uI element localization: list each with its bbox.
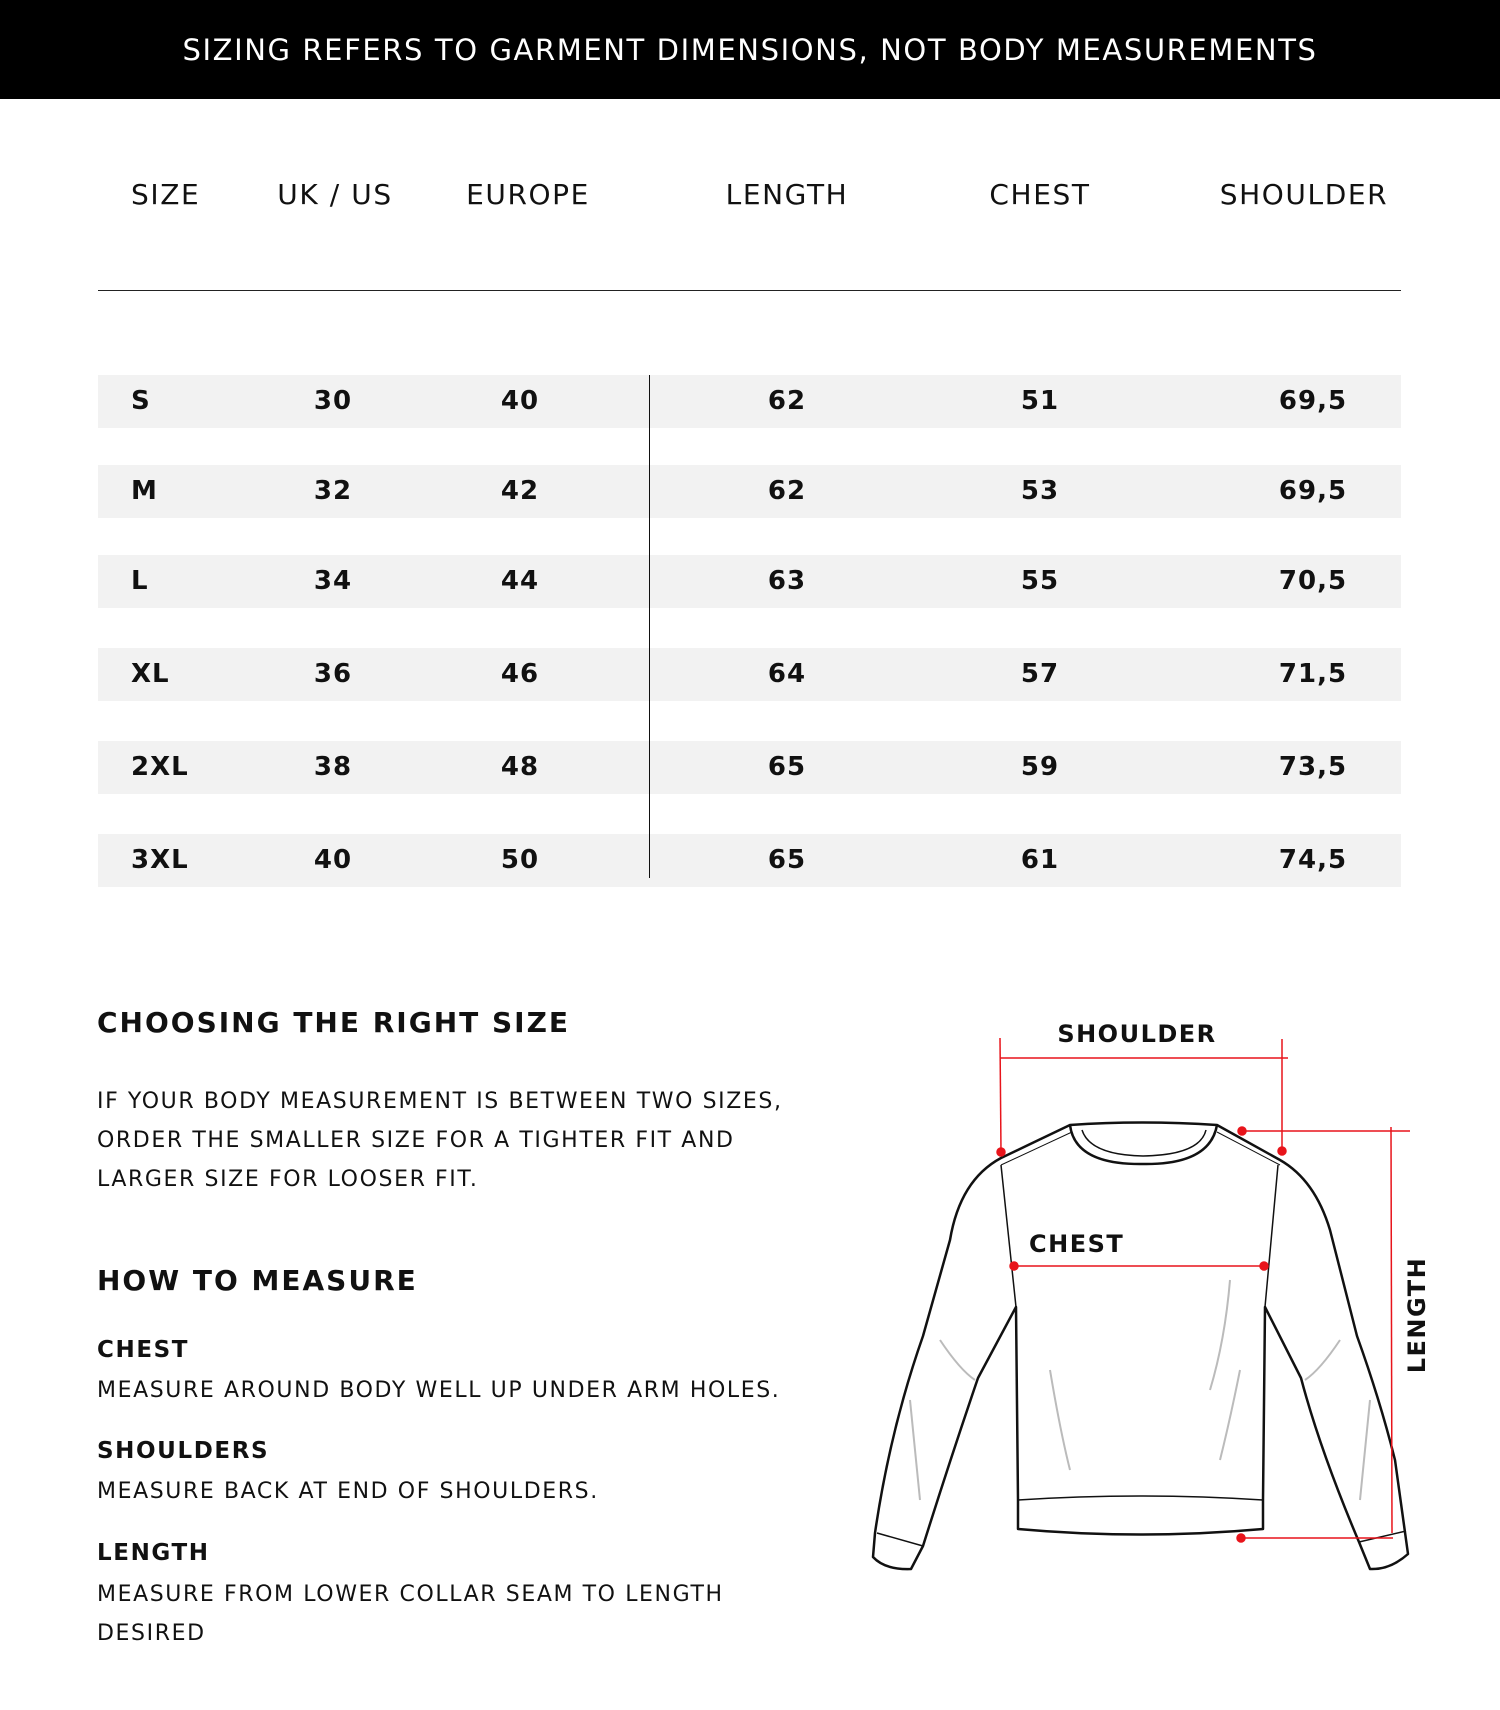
table-cell: M xyxy=(131,476,158,506)
sweatshirt-outline xyxy=(871,1121,1410,1571)
table-cell: 51 xyxy=(1020,386,1060,416)
table-cell: 36 xyxy=(313,659,353,689)
shoulders-desc: MEASURE BACK AT END OF SHOULDERS. xyxy=(97,1479,599,1504)
table-cell: 71,5 xyxy=(1278,659,1348,689)
text-line: IF YOUR BODY MEASUREMENT IS BETWEEN TWO … xyxy=(97,1089,783,1114)
table-row: 2XL 38 48 65 59 73,5 xyxy=(98,741,1401,794)
table-row: S 30 40 62 51 69,5 xyxy=(98,375,1401,428)
length-label: LENGTH xyxy=(97,1540,210,1566)
table-cell: 74,5 xyxy=(1278,845,1348,875)
table-cell: 55 xyxy=(1020,566,1060,596)
length-diagram-label: LENGTH xyxy=(1403,1257,1431,1374)
choosing-title: CHOOSING THE RIGHT SIZE xyxy=(97,1006,570,1039)
sweatshirt-diagram: SHOULDER CHEST LENGTH xyxy=(871,1020,1431,1571)
table-cell: 53 xyxy=(1020,476,1060,506)
column-header: UK / US xyxy=(277,178,393,211)
length-line xyxy=(1390,1126,1393,1534)
table-cell: 69,5 xyxy=(1278,386,1348,416)
sizing-banner: SIZING REFERS TO GARMENT DIMENSIONS, NOT… xyxy=(0,0,1500,99)
table-cell: 62 xyxy=(767,386,807,416)
measure-lines xyxy=(996,1037,1410,1543)
shoulder-left-dot xyxy=(996,1147,1006,1157)
header-divider xyxy=(98,290,1401,291)
shoulders-label: SHOULDERS xyxy=(97,1438,270,1464)
chest-desc: MEASURE AROUND BODY WELL UP UNDER ARM HO… xyxy=(97,1378,781,1403)
column-header: SHOULDER xyxy=(1219,178,1389,211)
table-cell: 65 xyxy=(767,845,807,875)
table-cell: 44 xyxy=(500,566,540,596)
table-cell: 61 xyxy=(1020,845,1060,875)
table-cell: 42 xyxy=(500,476,540,506)
shoulder-diagram-label: SHOULDER xyxy=(1057,1020,1216,1048)
table-cell: 73,5 xyxy=(1278,752,1348,782)
table-cell: 30 xyxy=(313,386,353,416)
table-row: M 32 42 62 53 69,5 xyxy=(98,465,1401,518)
table-cell: XL xyxy=(131,659,170,689)
chest-right-dot xyxy=(1259,1261,1269,1271)
table-cell: 32 xyxy=(313,476,353,506)
table-cell: L xyxy=(131,566,149,596)
table-cell: 40 xyxy=(313,845,353,875)
column-header: LENGTH xyxy=(725,178,849,211)
table-cell: 64 xyxy=(767,659,807,689)
choosing-text: IF YOUR BODY MEASUREMENT IS BETWEEN TWO … xyxy=(97,1082,783,1199)
table-cell: 3XL xyxy=(131,845,189,875)
table-cell: 59 xyxy=(1020,752,1060,782)
table-cell: 2XL xyxy=(131,752,189,782)
table-cell: 70,5 xyxy=(1278,566,1348,596)
table-cell: 48 xyxy=(500,752,540,782)
column-header: EUROPE xyxy=(466,178,590,211)
shoulder-left-guide xyxy=(999,1037,1002,1153)
table-cell: 46 xyxy=(500,659,540,689)
table-cell: 34 xyxy=(313,566,353,596)
text-line: DESIRED xyxy=(97,1621,206,1646)
column-header: CHEST xyxy=(989,178,1091,211)
chest-diagram-label: CHEST xyxy=(1029,1230,1124,1258)
length-desc: MEASURE FROM LOWER COLLAR SEAM TO LENGTH… xyxy=(97,1575,724,1653)
table-cell: 40 xyxy=(500,386,540,416)
table-row: 3XL 40 50 65 61 74,5 xyxy=(98,834,1401,887)
text-line: MEASURE FROM LOWER COLLAR SEAM TO LENGTH xyxy=(97,1582,724,1607)
table-cell: 69,5 xyxy=(1278,476,1348,506)
chest-left-dot xyxy=(1009,1261,1019,1271)
length-top-dot xyxy=(1237,1126,1247,1136)
table-cell: 50 xyxy=(500,845,540,875)
column-header: SIZE xyxy=(131,178,201,211)
table-cell: 65 xyxy=(767,752,807,782)
measure-title: HOW TO MEASURE xyxy=(97,1264,418,1297)
table-cell: S xyxy=(131,386,151,416)
table-row: L 34 44 63 55 70,5 xyxy=(98,555,1401,608)
table-cell: 62 xyxy=(767,476,807,506)
chest-label: CHEST xyxy=(97,1337,190,1363)
table-cell: 57 xyxy=(1020,659,1060,689)
table-row: XL 36 46 64 57 71,5 xyxy=(98,648,1401,701)
text-line: ORDER THE SMALLER SIZE FOR A TIGHTER FIT… xyxy=(97,1128,735,1153)
column-divider xyxy=(649,375,650,878)
length-bottom-dot xyxy=(1236,1533,1246,1543)
fabric-folds xyxy=(909,1279,1371,1501)
text-line: LARGER SIZE FOR LOOSER FIT. xyxy=(97,1167,479,1192)
table-cell: 38 xyxy=(313,752,353,782)
shoulder-right-dot xyxy=(1277,1146,1287,1156)
table-cell: 63 xyxy=(767,566,807,596)
